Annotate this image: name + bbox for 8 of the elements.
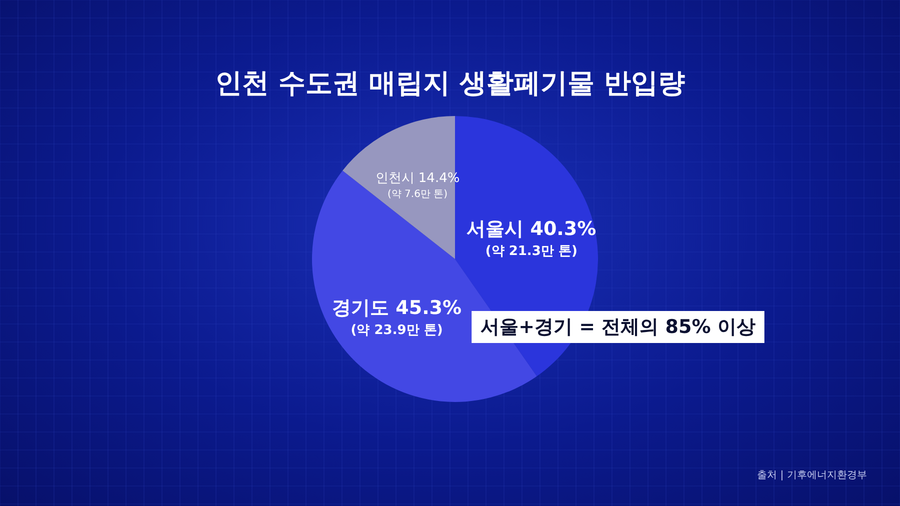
text: (약 7.6만 톤) bbox=[387, 188, 448, 200]
source-note: 출처 | 기후에너지환경부 bbox=[757, 470, 867, 481]
slice-label: 경기도 45.3% bbox=[332, 297, 462, 319]
slice-label: 서울시 40.3% bbox=[466, 218, 596, 240]
text: (약 23.9만 톤) bbox=[350, 323, 443, 338]
chart-title: 인천 수도권 매립지 생활폐기물 반입량 bbox=[215, 68, 685, 99]
text: 서울+경기 = 전체의 85% 이상 bbox=[480, 316, 756, 338]
text: (약 21.3만 톤) bbox=[485, 244, 578, 259]
